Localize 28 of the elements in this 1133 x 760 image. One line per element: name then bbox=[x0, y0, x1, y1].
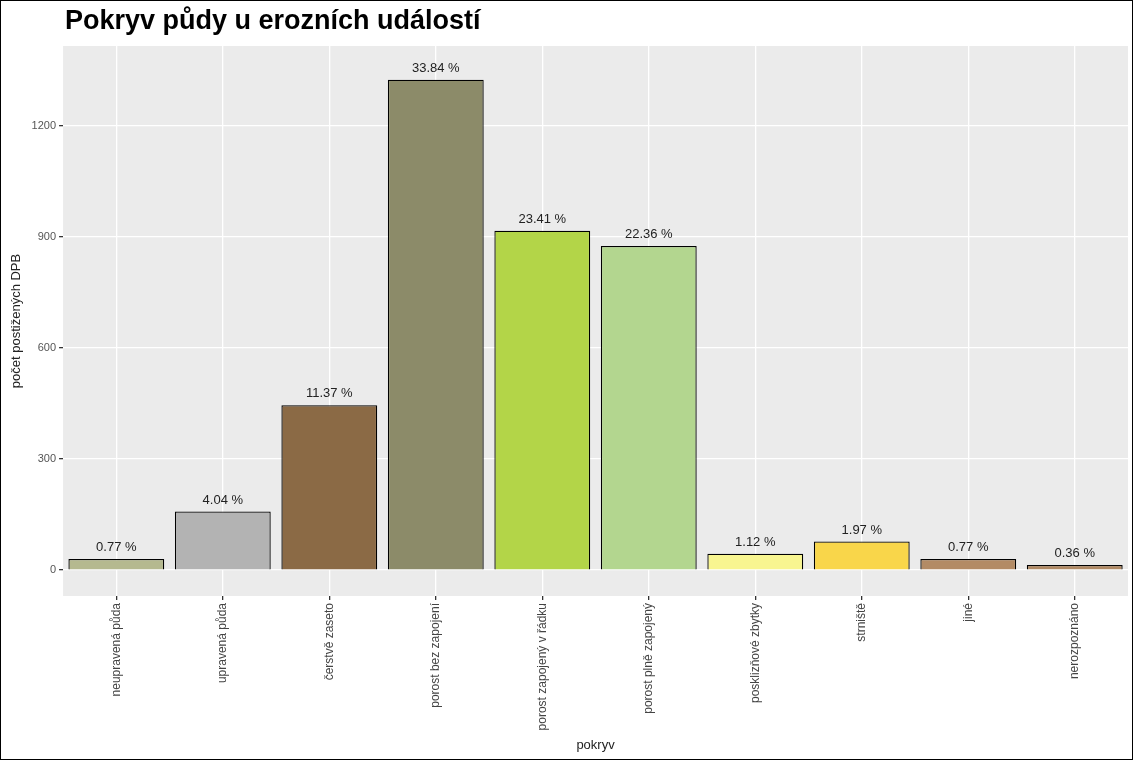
x-tick-label: upravená půda bbox=[215, 602, 230, 684]
annotation: 1.97 % bbox=[841, 521, 883, 537]
annotation: 0.77 % bbox=[96, 539, 137, 555]
x-tick-label: porost bez zapojení bbox=[428, 602, 443, 708]
annotation: 33.84 % bbox=[411, 59, 461, 75]
x-tick-label: jiné bbox=[960, 602, 975, 623]
x-tick-label: porost plně zapojený bbox=[641, 602, 656, 714]
annotation: 11.37 % bbox=[305, 385, 354, 401]
x-tick-label: nerozpoznáno bbox=[1067, 602, 1082, 680]
y-tick-label: 300 bbox=[37, 451, 57, 464]
y-tick-label: 900 bbox=[37, 229, 57, 242]
x-tick-label: čerstvě zaseto bbox=[321, 602, 336, 681]
annotation: 0.77 % bbox=[948, 539, 989, 555]
x-tick-label: porost zapojený v řádku bbox=[534, 602, 549, 731]
annotation: 4.04 % bbox=[202, 491, 244, 507]
y-tick-label: 1200 bbox=[31, 118, 57, 131]
annotation: 1.12 % bbox=[735, 533, 776, 549]
annotation: 0.36 % bbox=[1054, 544, 1096, 560]
y-axis-title: počet postižených DPB bbox=[8, 253, 24, 389]
x-tick-label: neupravená půda bbox=[108, 602, 123, 697]
chart-title: Pokryv půdy u erozních událostí bbox=[65, 5, 481, 36]
x-axis-title: pokryv bbox=[576, 736, 616, 752]
y-tick-label: 0 bbox=[49, 563, 57, 576]
x-tick-label: posklizňové zbytky bbox=[747, 602, 762, 704]
x-tick-label: strniště bbox=[854, 602, 869, 642]
y-tick-label: 600 bbox=[37, 340, 57, 353]
annotation: 23.41 % bbox=[518, 210, 567, 226]
annotation: 22.36 % bbox=[624, 226, 674, 242]
